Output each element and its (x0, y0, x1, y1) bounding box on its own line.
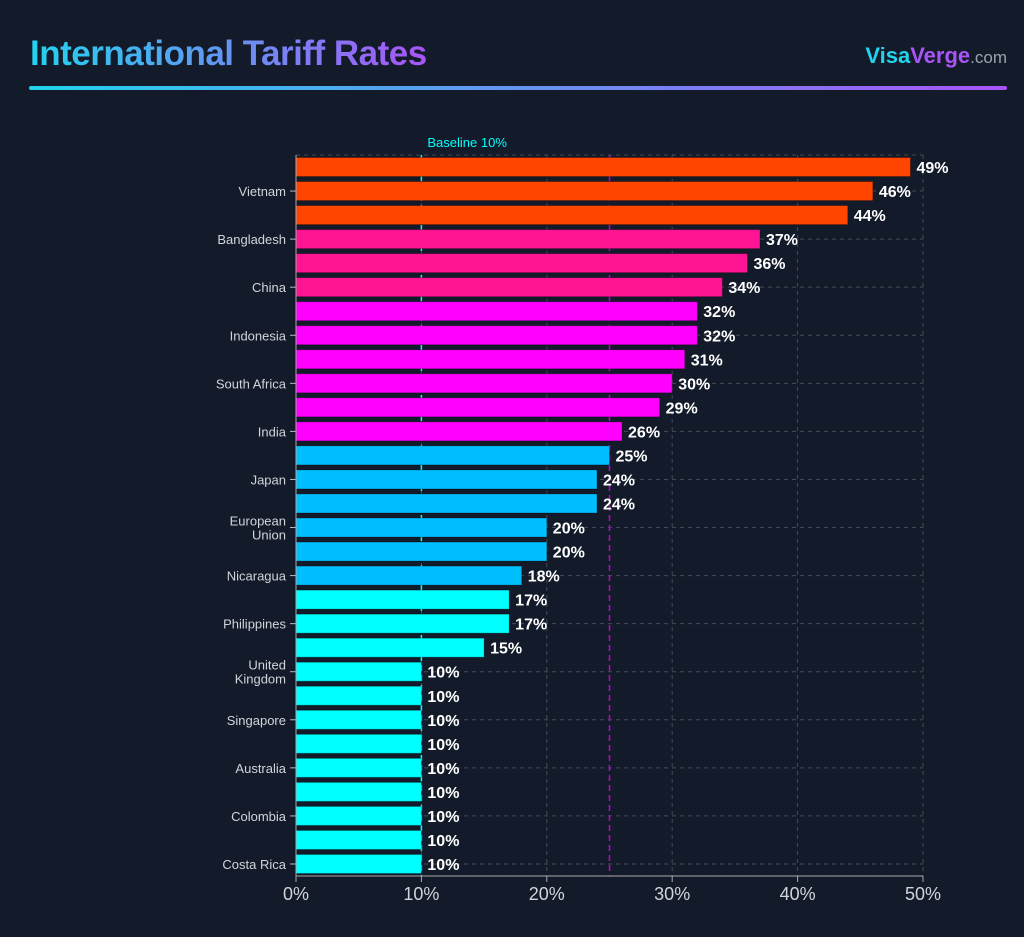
y-tick-label: Nicaragua (227, 569, 287, 584)
bar-value-label: 31% (691, 352, 723, 369)
reference-line-label: Baseline 10% (427, 135, 507, 150)
bar (295, 253, 748, 274)
bar-value-label: 32% (703, 304, 735, 321)
bar-value-label: 24% (603, 472, 635, 489)
y-tick-label: Indonesia (230, 328, 287, 343)
bar (295, 325, 698, 346)
bar-value-label: 20% (553, 521, 585, 538)
bar-value-label: 37% (766, 232, 798, 249)
bar (295, 493, 598, 514)
bar-value-label: 17% (515, 617, 547, 634)
y-tick-label: Philippines (223, 617, 286, 632)
bar (295, 613, 510, 634)
bar-value-label: 10% (427, 713, 459, 730)
brand-part-1: Visa (865, 43, 911, 68)
x-tick-label: 0% (283, 884, 309, 904)
bar-value-label: 18% (528, 569, 560, 586)
bar-value-label: 15% (490, 641, 522, 658)
brand-part-3: .com (970, 48, 1007, 67)
bar-value-label: 10% (427, 737, 459, 754)
x-tick-label: 10% (403, 884, 439, 904)
bar (295, 421, 623, 442)
y-tick-label-european-union: European Union (230, 514, 286, 543)
bar (295, 829, 422, 850)
bar (295, 445, 610, 466)
bar (295, 853, 422, 874)
bar-value-label: 10% (427, 785, 459, 802)
bar (295, 397, 661, 418)
y-tick-label: Costa Rica (222, 857, 286, 872)
bar-value-label: 17% (515, 593, 547, 610)
bar-value-label: 30% (678, 376, 710, 393)
brand-logo: VisaVerge.com (865, 43, 1007, 69)
bar-value-label: 32% (703, 328, 735, 345)
bar-value-label: 49% (916, 160, 948, 177)
bar-value-label: 10% (427, 689, 459, 706)
bar-value-label: 46% (879, 184, 911, 201)
bar (295, 181, 874, 202)
y-tick-label: Vietnam (239, 184, 286, 199)
x-tick-label: 20% (529, 884, 565, 904)
y-tick-label-united-kingdom: United Kingdom (235, 658, 286, 687)
bar-value-label: 20% (553, 545, 585, 562)
bar-value-label: 10% (427, 665, 459, 682)
bar (295, 205, 849, 226)
y-tick-label: Australia (235, 761, 286, 776)
bar (295, 589, 510, 610)
bar-value-label: 26% (628, 424, 660, 441)
bar (295, 229, 761, 250)
bar-value-label: 10% (427, 833, 459, 850)
y-tick-label: Japan (251, 472, 286, 487)
bar (295, 541, 548, 562)
bar (295, 805, 422, 826)
bar (295, 709, 422, 730)
bar-value-label: 29% (666, 400, 698, 417)
bar-value-label: 36% (753, 256, 785, 273)
x-tick-label: 40% (780, 884, 816, 904)
bar-value-label: 24% (603, 496, 635, 513)
bar-value-label: 34% (728, 280, 760, 297)
y-tick-label: South Africa (216, 376, 287, 391)
y-tick-label: India (258, 424, 287, 439)
bar-value-label: 10% (427, 809, 459, 826)
y-tick-label: Singapore (227, 713, 286, 728)
bar (295, 781, 422, 802)
bar (295, 373, 673, 394)
bar (295, 157, 911, 178)
bar (295, 733, 422, 754)
bar (295, 757, 422, 778)
bar (295, 661, 422, 682)
y-tick-label: Bangladesh (217, 232, 286, 247)
brand-part-2: Verge (910, 43, 971, 68)
y-tick-label: China (252, 280, 287, 295)
bar (295, 349, 686, 370)
bar-value-label: 44% (854, 208, 886, 225)
bar (295, 277, 723, 298)
bar-value-label: 25% (616, 448, 648, 465)
bar-value-label: 10% (427, 761, 459, 778)
x-tick-label: 30% (654, 884, 690, 904)
bar (295, 469, 598, 490)
bar (295, 637, 485, 658)
bar (295, 685, 422, 706)
bar (295, 301, 698, 322)
bar (295, 565, 523, 586)
y-tick-label: Colombia (231, 809, 287, 824)
x-tick-label: 50% (905, 884, 941, 904)
bar-value-label: 10% (427, 857, 459, 874)
header-divider (29, 86, 1007, 90)
bar (295, 517, 548, 538)
chart-title: International Tariff Rates (30, 34, 427, 73)
